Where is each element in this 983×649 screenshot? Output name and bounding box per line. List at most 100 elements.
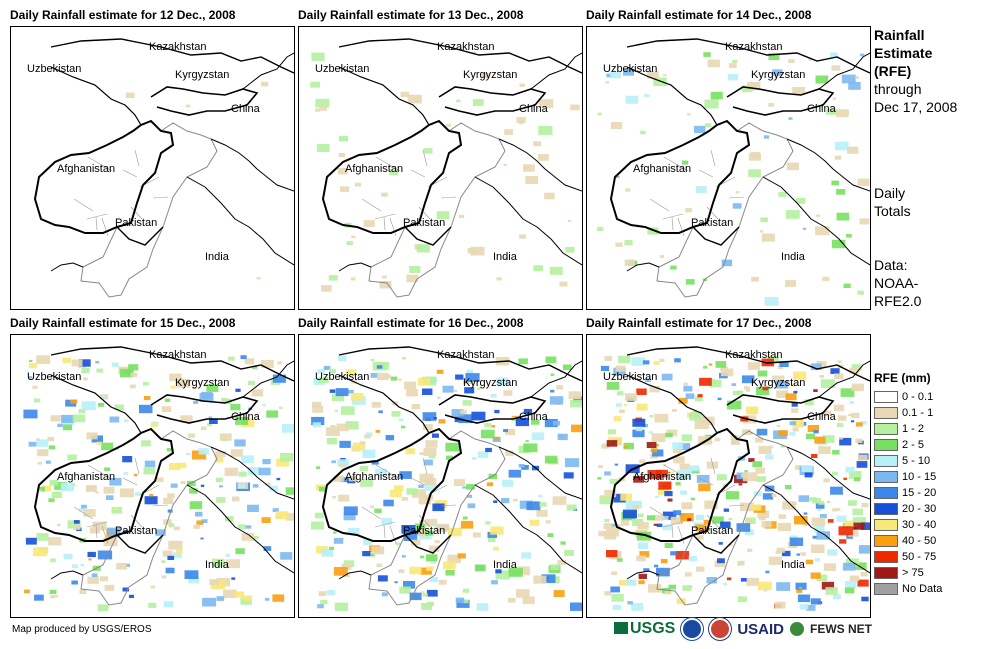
border-line: [122, 169, 138, 178]
rainfall-cell: [242, 595, 252, 601]
rainfall-cell: [720, 521, 731, 529]
rainfall-cell: [675, 551, 690, 560]
rainfall-cell: [744, 529, 754, 536]
rainfall-cell: [234, 439, 246, 447]
rainfall-cell: [150, 422, 158, 428]
rainfall-cell: [379, 281, 392, 289]
rainfall-cell: [420, 567, 432, 575]
border-line: [375, 156, 401, 172]
rainfall-cell: [487, 531, 497, 538]
rainfall-cell: [184, 570, 199, 579]
rainfall-cell: [221, 397, 228, 402]
rainfall-cell: [836, 422, 844, 427]
rainfall-cell: [771, 494, 777, 497]
rainfall-cell: [345, 421, 359, 430]
rainfall-cell: [261, 359, 274, 368]
rainfall-cell: [796, 553, 800, 556]
rainfall-cell: [810, 598, 821, 605]
border-line: [101, 525, 109, 545]
label-china: China: [519, 411, 548, 423]
rainfall-cell: [780, 445, 785, 448]
rainfall-cell: [490, 526, 504, 535]
rainfall-cell: [381, 192, 388, 197]
rainfall-cell: [852, 517, 867, 526]
rainfall-cell: [432, 433, 439, 438]
rainfall-cell: [615, 365, 626, 372]
rainfall-cell: [405, 448, 416, 455]
rainfall-cell: [818, 501, 825, 505]
rainfall-cell: [851, 385, 861, 392]
rainfall-cell: [419, 473, 434, 483]
rainfall-cell: [844, 587, 855, 594]
rainfall-cell: [690, 497, 695, 501]
border-line: [626, 66, 718, 126]
rainfall-cell: [200, 426, 207, 430]
rainfall-cell: [860, 53, 865, 57]
rainfall-cell: [781, 550, 791, 557]
rainfall-cell: [659, 255, 664, 258]
legend-row: 20 - 30: [874, 501, 942, 517]
rainfall-cell: [216, 596, 225, 601]
rainfall-cell: [125, 92, 135, 99]
rainfall-cell: [637, 522, 649, 530]
rainfall-cell: [640, 130, 646, 135]
rainfall-cell: [317, 369, 325, 374]
rainfall-cell: [347, 389, 354, 394]
rainfall-cell: [493, 436, 499, 440]
rainfall-cell: [610, 524, 621, 531]
rainfall-cell: [855, 422, 863, 427]
rainfall-cell: [83, 377, 88, 381]
label-china: China: [231, 103, 260, 115]
rainfall-cell: [119, 368, 134, 378]
rainfall-cell: [737, 596, 747, 603]
rainfall-cell: [667, 498, 673, 502]
rainfall-cell: [523, 164, 535, 172]
rainfall-cell: [810, 363, 822, 371]
rainfall-cell: [813, 389, 818, 392]
rainfall-cell: [550, 389, 555, 393]
rainfall-cell: [312, 406, 323, 413]
rainfall-cell: [814, 436, 826, 444]
rainfall-cell: [404, 381, 417, 390]
rainfall-cell: [248, 380, 255, 386]
rainfall-cell: [156, 477, 164, 483]
rainfall-cell: [442, 385, 454, 393]
rainfall-cell: [409, 592, 422, 601]
rainfall-cell: [553, 590, 565, 597]
rainfall-cell: [100, 576, 109, 582]
rainfall-cell: [312, 422, 321, 428]
rainfall-cell: [83, 509, 96, 517]
legend-swatch: [874, 455, 898, 467]
rainfall-cell: [422, 412, 437, 421]
rainfall-cell: [241, 455, 254, 464]
rainfall-cell: [238, 524, 246, 530]
rainfall-cell: [369, 553, 375, 557]
rainfall-cell: [325, 427, 340, 436]
rainfall-cell: [371, 402, 381, 408]
rainfall-cell: [176, 549, 183, 554]
rainfall-cell: [129, 384, 136, 389]
map-frame: Kazakhstan Uzbekistan Kyrgyzstan China Afgha…: [298, 26, 583, 310]
border-line: [818, 360, 870, 398]
rainfall-cell: [654, 413, 669, 423]
rainfall-cell: [484, 423, 491, 428]
rainfall-cell: [809, 497, 817, 502]
rainfall-cell: [560, 541, 566, 545]
logo-bar: USGS USAID FEWS NET: [614, 618, 872, 640]
rainfall-cell: [49, 589, 57, 595]
label-india: India: [493, 559, 517, 571]
rainfall-cell: [78, 508, 85, 512]
rainfall-cell: [143, 382, 149, 386]
rainfall-cell: [848, 82, 861, 90]
rainfall-cell: [240, 597, 252, 605]
rainfall-cell: [123, 472, 129, 475]
usaid-logo: USAID: [737, 620, 785, 638]
rainfall-cell: [47, 436, 55, 442]
rainfall-cell: [616, 175, 620, 178]
border-line: [438, 394, 547, 424]
rainfall-cell: [815, 214, 820, 217]
rainfall-cell: [831, 180, 839, 186]
rainfall-cell: [504, 129, 514, 135]
border-line: [649, 506, 670, 520]
rainfall-cell: [339, 463, 347, 468]
